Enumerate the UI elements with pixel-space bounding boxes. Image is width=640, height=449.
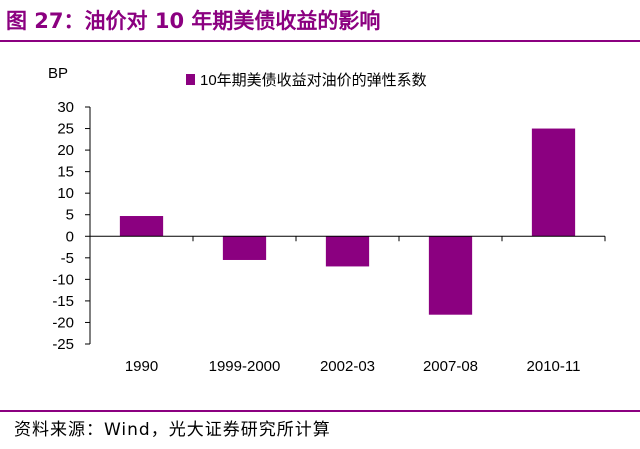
x-axis: 1990 1999-2000 2002-03 2007-08 2010-11	[89, 235, 606, 375]
bars	[119, 128, 576, 315]
y-tick-label: 20	[57, 142, 74, 159]
legend-label: 10年期美债收益对油价的弹性系数	[200, 72, 427, 89]
y-tick-label: 25	[57, 121, 74, 138]
x-tick-label: 1999-2000	[209, 358, 281, 375]
y-tick-label: 5	[66, 207, 74, 224]
x-tick-label: 1990	[125, 358, 158, 375]
y-tick-label: 0	[66, 228, 74, 245]
figure-title-text: 油价对 10 年期美债收益的影响	[84, 9, 381, 33]
bar-2007-08	[428, 236, 473, 315]
bar-2002-03	[325, 236, 370, 267]
x-tick-label: 2007-08	[423, 358, 478, 375]
y-tick-label: -15	[52, 293, 74, 310]
figure-number: 图 27：	[6, 9, 85, 33]
legend: 10年期美债收益对油价的弹性系数	[186, 72, 427, 89]
x-tick-label: 2010-11	[527, 358, 581, 375]
y-tick-label: -5	[61, 250, 74, 267]
bar-2010-11	[531, 128, 576, 237]
bar-1999-2000	[222, 236, 267, 260]
y-tick-label: 30	[57, 99, 74, 116]
y-tick-label: 15	[57, 164, 74, 181]
legend-swatch	[186, 74, 195, 85]
y-tick-label: -10	[52, 271, 74, 288]
y-axis: 30 25 20 15 10 5 0 -5 -10 -15 -20 -25	[52, 99, 91, 353]
y-tick-label: -25	[52, 336, 74, 353]
title-divider	[0, 40, 640, 42]
bar-chart: BP 10年期美债收益对油价的弹性系数 30 25 20 15 10 5 0 -5 -10 -15…	[48, 65, 606, 375]
bar-1990	[119, 216, 164, 237]
y-tick-label: 10	[57, 185, 74, 202]
source-divider	[0, 410, 640, 412]
source-note: 资料来源：Wind，光大证券研究所计算	[14, 420, 331, 440]
x-tick-label: 2002-03	[320, 358, 375, 375]
y-unit-label: BP	[48, 65, 68, 82]
y-tick-label: -20	[52, 314, 74, 331]
figure-title: 图 27：油价对 10 年期美债收益的影响	[6, 4, 634, 38]
